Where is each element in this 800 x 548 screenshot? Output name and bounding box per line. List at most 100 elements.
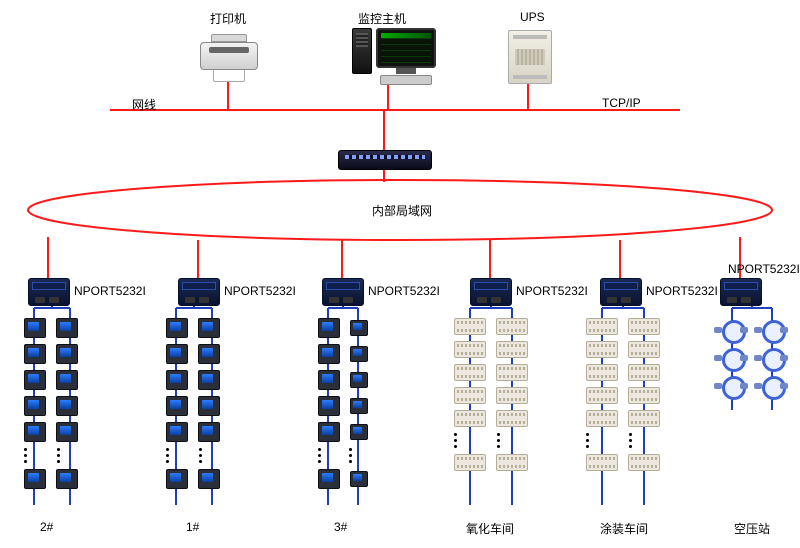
din-module-icon bbox=[628, 454, 660, 471]
nport-label: NPORT5232I bbox=[74, 284, 146, 298]
nport-icon bbox=[178, 278, 220, 306]
meter-icon bbox=[198, 422, 220, 442]
din-module-icon bbox=[454, 341, 486, 358]
branch-label: 2# bbox=[40, 520, 53, 534]
din-module-icon bbox=[454, 410, 486, 427]
branch-label: 空压站 bbox=[734, 520, 770, 537]
ellipsis-dots-icon bbox=[497, 433, 500, 448]
branch-label: 涂装车间 bbox=[600, 520, 648, 537]
din-module-icon bbox=[496, 318, 528, 335]
nport-icon bbox=[470, 278, 512, 306]
din-module-icon bbox=[628, 318, 660, 335]
nport-icon bbox=[720, 278, 762, 306]
meter-icon bbox=[24, 469, 46, 489]
ellipsis-dots-icon bbox=[24, 448, 27, 463]
branch-1hash bbox=[166, 318, 220, 495]
flowmeter-icon bbox=[716, 374, 746, 396]
meter-icon bbox=[318, 422, 340, 442]
lan-ellipse-label: 内部局域网 bbox=[372, 202, 432, 219]
flowmeter-icon bbox=[756, 346, 786, 368]
din-module-icon bbox=[454, 454, 486, 471]
meter-icon bbox=[56, 344, 78, 364]
meter-icon bbox=[198, 344, 220, 364]
bus-left-label: 网线 bbox=[132, 96, 156, 113]
din-module-icon bbox=[586, 454, 618, 471]
nport-label: NPORT5232I bbox=[516, 284, 588, 298]
host-icon bbox=[352, 28, 436, 85]
branch-2hash bbox=[24, 318, 78, 495]
branch-coating bbox=[586, 318, 660, 477]
meter-icon bbox=[56, 318, 78, 338]
meter-icon bbox=[198, 318, 220, 338]
meter-icon bbox=[318, 318, 340, 338]
meter-small-icon bbox=[350, 372, 368, 388]
meter-icon bbox=[56, 396, 78, 416]
meter-icon bbox=[56, 370, 78, 390]
nport-icon bbox=[28, 278, 70, 306]
meter-icon bbox=[166, 422, 188, 442]
din-module-icon bbox=[496, 364, 528, 381]
ellipsis-dots-icon bbox=[454, 433, 457, 448]
din-module-icon bbox=[454, 318, 486, 335]
meter-icon bbox=[166, 344, 188, 364]
meter-small-icon bbox=[350, 346, 368, 362]
din-module-icon bbox=[628, 410, 660, 427]
ellipsis-dots-icon bbox=[199, 448, 202, 463]
branch-label: 1# bbox=[186, 520, 199, 534]
din-module-icon bbox=[496, 454, 528, 471]
meter-icon bbox=[198, 396, 220, 416]
meter-icon bbox=[318, 469, 340, 489]
din-module-icon bbox=[496, 410, 528, 427]
branch-label: 氧化车间 bbox=[466, 520, 514, 537]
meter-icon bbox=[318, 370, 340, 390]
switch-icon bbox=[338, 150, 432, 170]
meter-icon bbox=[318, 396, 340, 416]
din-module-icon bbox=[586, 387, 618, 404]
meter-small-icon bbox=[350, 398, 368, 414]
meter-icon bbox=[24, 318, 46, 338]
ups-label: UPS bbox=[520, 10, 545, 24]
ellipsis-dots-icon bbox=[586, 433, 589, 448]
din-module-icon bbox=[586, 364, 618, 381]
meter-icon bbox=[24, 422, 46, 442]
ellipsis-dots-icon bbox=[57, 448, 60, 463]
din-module-icon bbox=[628, 387, 660, 404]
nport-icon bbox=[600, 278, 642, 306]
flowmeter-icon bbox=[756, 318, 786, 340]
printer-icon bbox=[200, 34, 258, 82]
network-topology-diagram: { "canvas": { "width": 800, "height": 54… bbox=[0, 0, 800, 548]
din-module-icon bbox=[586, 341, 618, 358]
flowmeter-icon bbox=[716, 318, 746, 340]
nport-label: NPORT5232I bbox=[728, 262, 800, 276]
meter-icon bbox=[56, 422, 78, 442]
din-module-icon bbox=[628, 341, 660, 358]
din-module-icon bbox=[628, 364, 660, 381]
meter-icon bbox=[166, 318, 188, 338]
nport-label: NPORT5232I bbox=[368, 284, 440, 298]
ups-icon bbox=[508, 30, 552, 84]
meter-icon bbox=[166, 396, 188, 416]
branch-label: 3# bbox=[334, 520, 347, 534]
din-module-icon bbox=[586, 410, 618, 427]
ellipsis-dots-icon bbox=[166, 448, 169, 463]
branch-compressor bbox=[716, 318, 786, 402]
ellipsis-dots-icon bbox=[629, 433, 632, 448]
meter-icon bbox=[166, 370, 188, 390]
meter-icon bbox=[166, 469, 188, 489]
ellipsis-dots-icon bbox=[349, 448, 352, 463]
meter-icon bbox=[198, 469, 220, 489]
din-module-icon bbox=[454, 387, 486, 404]
din-module-icon bbox=[496, 341, 528, 358]
meter-icon bbox=[24, 344, 46, 364]
din-module-icon bbox=[454, 364, 486, 381]
meter-small-icon bbox=[350, 320, 368, 336]
nport-icon bbox=[322, 278, 364, 306]
bus-right-label: TCP/IP bbox=[602, 96, 641, 110]
nport-label: NPORT5232I bbox=[646, 284, 718, 298]
din-module-icon bbox=[586, 318, 618, 335]
meter-small-icon bbox=[350, 424, 368, 440]
branch-3hash bbox=[318, 318, 368, 495]
din-module-icon bbox=[496, 387, 528, 404]
meter-small-icon bbox=[350, 471, 368, 487]
ellipsis-dots-icon bbox=[318, 448, 321, 463]
